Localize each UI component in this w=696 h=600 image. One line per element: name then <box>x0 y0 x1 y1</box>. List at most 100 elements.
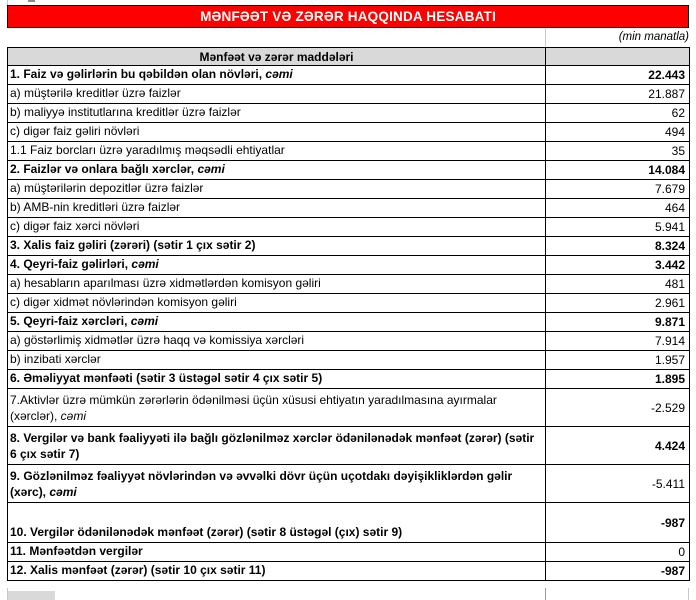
row-label-cell: c) digər xidmət növlərindən komisyon gəl… <box>7 293 546 313</box>
row-label-cell: b) AMB-nin kreditləri üzrə faizlər <box>7 198 546 218</box>
row-label: a) hesabların aparılması üzrə xidmətlərd… <box>10 276 321 291</box>
row-label: 6. Əməliyyat mənfəəti (sətir 3 üstəgəl s… <box>10 371 323 386</box>
row-label: c) digər faiz xərci növləri <box>10 219 140 234</box>
row-label: 7.Aktivlər üzrə mümkün zərərlərin ödənil… <box>10 393 497 424</box>
row-label-cell: c) digər faiz xərci növləri <box>7 217 546 237</box>
row-value-cell: 464 <box>545 198 690 218</box>
items-column-header: Mənfəət və zərər maddələri <box>7 47 546 66</box>
row-label: 3. Xalis faiz gəliri (zərəri) (sətir 1 ç… <box>10 238 256 253</box>
row-value-cell: 494 <box>545 122 690 142</box>
values-column-header <box>545 47 690 66</box>
table-row: a) müştərilərin depozitlər üzrə faizlər 7… <box>7 179 690 199</box>
row-label-cell: b) inzibati xərclər <box>7 350 546 370</box>
row-value-cell: -5.411 <box>545 464 690 503</box>
gridline-bottom-left <box>7 588 8 600</box>
report-title-banner: MƏNFƏƏT VƏ ZƏRƏR HAQQINDA HESABATI <box>7 5 689 28</box>
table-row: b) maliyyə institutlarına kreditlər üzrə… <box>7 103 690 123</box>
row-label: 2. Faizlər və onlara bağlı xərclər, <box>10 162 198 177</box>
row-label-cell: 11. Mənfəətdən vergilər <box>7 542 546 562</box>
row-value-cell: 8.324 <box>545 236 690 256</box>
row-label: 12. Xalis mənfəət (zərər) (sətir 10 çıx … <box>10 563 266 578</box>
row-label: c) digər xidmət növlərindən komisyon gəl… <box>10 295 237 310</box>
table-header-row: Mənfəət və zərər maddələri <box>7 47 690 66</box>
row-value-cell: 21.887 <box>545 84 690 104</box>
table-row: 2. Faizlər və onlara bağlı xərclər, cəmi… <box>7 160 690 180</box>
row-label-cell: 3. Xalis faiz gəliri (zərəri) (sətir 1 ç… <box>7 236 546 256</box>
report-rows: 1. Faiz və gəlirlərin bu qəbildən olan n… <box>7 65 690 581</box>
table-row: 11. Mənfəətdən vergilər 0 <box>7 542 690 562</box>
row-label: 11. Mənfəətdən vergilər <box>10 544 143 559</box>
row-label-cell: 2. Faizlər və onlara bağlı xərclər, cəmi <box>7 160 546 180</box>
row-value-cell: 9.871 <box>545 312 690 332</box>
table-row: 9. Gözlənilməz fəaliyyət növlərindən və … <box>7 464 690 503</box>
gridline-top-speck <box>28 0 35 2</box>
row-label-cell: a) müştərilə kreditlər üzrə faizlər <box>7 84 546 104</box>
table-row: 3. Xalis faiz gəliri (zərəri) (sətir 1 ç… <box>7 236 690 256</box>
row-label-italic-suffix: cəmi <box>60 409 87 424</box>
row-label-italic-suffix: cəmi <box>265 67 293 82</box>
row-label: a) müştərilə kreditlər üzrə faizlər <box>10 86 181 101</box>
row-value-cell: 14.084 <box>545 160 690 180</box>
row-label-cell: a) hesabların aparılması üzrə xidmətlərd… <box>7 274 546 294</box>
row-value-cell: 7.679 <box>545 179 690 199</box>
row-label: 10. Vergilər ödənilənədək mənfəət (zərər… <box>10 525 403 540</box>
row-label-cell: c) digər faiz gəliri növləri <box>7 122 546 142</box>
pnl-table: Mənfəət və zərər maddələri 1. Faiz və gə… <box>7 47 690 581</box>
table-row: 10. Vergilər ödənilənədək mənfəət (zərər… <box>7 502 690 543</box>
row-value-cell: -2.529 <box>545 388 690 427</box>
row-label-cell: a) müştərilərin depozitlər üzrə faizlər <box>7 179 546 199</box>
table-row: c) digər xidmət növlərindən komisyon gəl… <box>7 293 690 313</box>
row-label-cell: 1.1 Faiz borcları üzrə yaradılmış məqsəd… <box>7 141 546 161</box>
row-label: b) maliyyə institutlarına kreditlər üzrə… <box>10 105 241 120</box>
gridline-bottom-divider <box>545 588 546 600</box>
table-row: 1. Faiz və gəlirlərin bu qəbildən olan n… <box>7 65 690 85</box>
table-row: 12. Xalis mənfəət (zərər) (sətir 10 çıx … <box>7 561 690 581</box>
row-value-cell: 22.443 <box>545 65 690 85</box>
gridline-bottom-right <box>688 588 689 600</box>
row-label-cell: 8. Vergilər və bank fəaliyyəti ilə bağlı… <box>7 426 546 465</box>
row-label: b) AMB-nin kreditləri üzrə faizlər <box>10 200 181 215</box>
row-label: 4. Qeyri-faiz gəlirləri, <box>10 257 132 272</box>
next-section-partial-cell <box>8 591 55 600</box>
row-value-cell: -987 <box>545 561 690 581</box>
row-value-cell: 1.895 <box>545 369 690 389</box>
row-label-italic-suffix: cəmi <box>197 162 225 177</box>
row-value-cell: 5.941 <box>545 217 690 237</box>
table-row: c) digər faiz gəliri növləri 494 <box>7 122 690 142</box>
table-row: a) hesabların aparılması üzrə xidmətlərd… <box>7 274 690 294</box>
row-label: 9. Gözlənilməz fəaliyyət növlərindən və … <box>10 469 513 500</box>
table-row: 8. Vergilər və bank fəaliyyəti ilə bağlı… <box>7 426 690 465</box>
row-label-italic-suffix: cəmi <box>49 485 77 500</box>
table-row: b) AMB-nin kreditləri üzrə faizlər 464 <box>7 198 690 218</box>
row-label: a) göstərlimiş xidmətlər üzrə haqq və ko… <box>10 333 305 348</box>
row-label: 1. Faiz və gəlirlərin bu qəbildən olan n… <box>10 67 266 82</box>
row-label-italic-suffix: cəmi <box>130 314 159 329</box>
gridline-note-row-divider <box>545 28 546 47</box>
row-label: c) digər faiz gəliri növləri <box>10 124 140 139</box>
row-value-cell: 481 <box>545 274 690 294</box>
row-label-italic-suffix: cəmi <box>131 257 159 272</box>
row-value-cell: 7.914 <box>545 331 690 351</box>
table-row: 7.Aktivlər üzrə mümkün zərərlərin ödənil… <box>7 388 690 427</box>
row-label: 8. Vergilər və bank fəaliyyəti ilə bağlı… <box>10 431 535 462</box>
row-label-cell: 5. Qeyri-faiz xərcləri, cəmi <box>7 312 546 332</box>
units-note: (min manatla) <box>7 28 689 47</box>
row-value-cell: 3.442 <box>545 255 690 275</box>
row-label-cell: 1. Faiz və gəlirlərin bu qəbildən olan n… <box>7 65 546 85</box>
row-label-cell: b) maliyyə institutlarına kreditlər üzrə… <box>7 103 546 123</box>
table-row: c) digər faiz xərci növləri 5.941 <box>7 217 690 237</box>
table-row: a) göstərlimiş xidmətlər üzrə haqq və ko… <box>7 331 690 351</box>
table-row: 6. Əməliyyat mənfəəti (sətir 3 üstəgəl s… <box>7 369 690 389</box>
row-label-cell: 9. Gözlənilməz fəaliyyət növlərindən və … <box>7 464 546 503</box>
row-label-cell: 12. Xalis mənfəət (zərər) (sətir 10 çıx … <box>7 561 546 581</box>
row-value-cell: 0 <box>545 542 690 562</box>
table-row: 1.1 Faiz borcları üzrə yaradılmış məqsəd… <box>7 141 690 161</box>
table-row: 4. Qeyri-faiz gəlirləri, cəmi 3.442 <box>7 255 690 275</box>
row-value-cell: 1.957 <box>545 350 690 370</box>
row-value-cell: 62 <box>545 103 690 123</box>
row-label: 1.1 Faiz borcları üzrə yaradılmış məqsəd… <box>10 143 285 158</box>
row-label: b) inzibati xərclər <box>10 352 101 367</box>
table-row: b) inzibati xərclər 1.957 <box>7 350 690 370</box>
row-label-cell: 10. Vergilər ödənilənədək mənfəət (zərər… <box>7 502 546 543</box>
